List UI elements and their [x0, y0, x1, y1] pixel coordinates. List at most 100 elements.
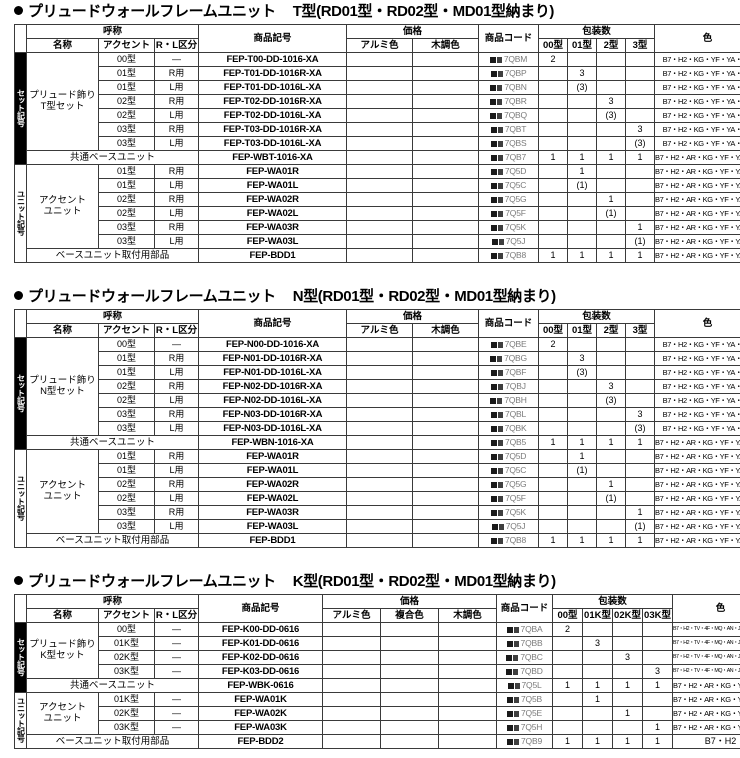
- price-cell-1: [346, 379, 413, 394]
- product-code-text: 7QBK: [504, 423, 527, 434]
- bullet-icon: [14, 6, 23, 15]
- accent-cell: 01型: [98, 164, 155, 179]
- side-label-set-text: セット記号: [16, 373, 26, 412]
- parts-symbol: FEP-BDD2: [198, 734, 323, 749]
- pack-qty-4: 1: [625, 533, 656, 548]
- accent-cell: 03型: [98, 136, 155, 151]
- pack-qty-1: [538, 477, 569, 492]
- code-square-1: [506, 655, 513, 662]
- rl-cell: R用: [154, 351, 199, 366]
- price-cell-1: [346, 178, 413, 193]
- pack-qty-1: [552, 706, 583, 721]
- pack-qty-3: 1: [596, 435, 627, 450]
- product-code-cell: 7Q5G: [478, 192, 540, 207]
- code-square-1: [490, 85, 497, 92]
- pack-qty-2: [567, 108, 598, 123]
- symbol-cell: FEP-WA02L: [198, 491, 347, 506]
- code-square-2: [497, 468, 503, 475]
- pack-qty-1: [538, 365, 569, 380]
- rl-cell: R用: [154, 66, 199, 81]
- symbol-cell: FEP-WA03L: [198, 519, 347, 534]
- pack-qty-4: (1): [625, 519, 656, 534]
- code-square-1: [490, 169, 497, 176]
- color-cell: B7・H2・KG・YF・YA・W6: [654, 365, 740, 380]
- code-square-2: [513, 655, 519, 662]
- block-title-sub: N型(RD01型・RD02型・MD01型納まり): [292, 288, 556, 305]
- price-cell-1: [322, 734, 381, 749]
- pack-qty-2: (1): [567, 178, 598, 193]
- pack-qty-4: (3): [625, 136, 656, 151]
- price-cell-3: [438, 734, 497, 749]
- product-code-text: 7QBR: [504, 96, 527, 107]
- set-name-cell: アクセント ユニット: [26, 164, 99, 249]
- rl-cell: L用: [154, 421, 199, 436]
- product-code-text: 7Q5H: [520, 722, 543, 733]
- header-pack-q2: 01K型: [582, 608, 613, 623]
- pack-qty-1: 1: [538, 248, 569, 263]
- code-square-1: [507, 711, 514, 718]
- code-square-1: [491, 524, 498, 531]
- code-square-2: [498, 440, 504, 447]
- header-pack-q1: 00型: [552, 608, 583, 623]
- pack-qty-2: 3: [567, 66, 598, 81]
- product-code-cell: 7QB7: [478, 150, 540, 165]
- price-cell-3: [438, 706, 497, 721]
- symbol-cell: FEP-N01-DD-1016R-XA: [198, 351, 347, 366]
- code-square-1: [490, 99, 497, 106]
- header-wood-color: 木調色: [411, 323, 480, 338]
- code-square-2: [498, 225, 504, 232]
- price-cell-1: [346, 505, 413, 520]
- table-row: 02K型―FEP-WA02K 7Q5E 1 B7・H2・AR・KG・YF・YA・W6: [15, 706, 740, 721]
- color-cell: B7・H2・KG・YF・YA・W6: [654, 80, 740, 95]
- pack-qty-1: [538, 206, 569, 221]
- pack-qty-4: [625, 449, 656, 464]
- product-code-text: 7QBE: [504, 339, 527, 350]
- price-cell-1: [322, 692, 381, 707]
- table-row: 01型 L用 FEP-T01-DD-1016L-XA 7QBN (3) B7・H2・KG・…: [15, 80, 740, 95]
- code-square-2: [497, 127, 503, 134]
- price-cell-2: [411, 477, 480, 492]
- pack-qty-1: [538, 421, 569, 436]
- header-price: 価格: [345, 309, 480, 324]
- code-square-2: [497, 141, 503, 148]
- pack-qty-3: [596, 463, 627, 478]
- symbol-cell: FEP-N03-DD-1016R-XA: [198, 407, 347, 422]
- product-code-cell: 7QBS: [478, 136, 540, 151]
- color-cell: B7・H2・AR・KG・YF・YA・W6: [654, 192, 740, 207]
- rl-cell: R用: [154, 505, 199, 520]
- code-square-1: [491, 225, 498, 232]
- accent-cell: 03K型: [98, 664, 155, 679]
- set-name-line: ユニット: [43, 490, 82, 502]
- product-code-cell: 7QBK: [478, 421, 540, 436]
- pack-qty-4: 1: [625, 435, 656, 450]
- rl-cell: ―: [154, 664, 199, 679]
- price-cell-2: [411, 393, 480, 408]
- code-square-2: [498, 211, 504, 218]
- rl-cell: ―: [154, 337, 199, 352]
- color-cell: B7・H2・AR・KG・YF・YA・W6: [654, 533, 740, 548]
- spec-table: 呼称 商品記号 価格 商品コード 包装数色名称 アクセント R・L区分 アルミ色 木調色 00型 0…: [14, 309, 740, 548]
- header-pack-count: 包装数: [538, 24, 656, 39]
- symbol-cell: FEP-K02-DD-0616: [198, 650, 323, 665]
- header-rl: R・L区分: [154, 608, 199, 623]
- pack-qty-4: 1: [641, 734, 674, 749]
- code-square-1: [507, 697, 514, 704]
- pack-qty-2: 3: [582, 636, 613, 651]
- pack-qty-2: [582, 720, 613, 735]
- pack-qty-4: [625, 351, 656, 366]
- price-cell-2: [380, 734, 439, 749]
- header-pack-q2: 01型: [567, 38, 598, 53]
- pack-qty-1: [552, 692, 583, 707]
- table-row: 03型 R用 FEP-N03-DD-1016R-XA 7QBL 3 B7・H2・KG・YF…: [15, 407, 740, 422]
- set-name-cell: プリュード飾り T型セット: [26, 52, 99, 151]
- code-square-1: [489, 57, 496, 64]
- rl-cell: R用: [154, 220, 199, 235]
- code-square-1: [490, 342, 497, 349]
- color-cell: B7・H2・AR・KG・YF・YA・W6: [654, 178, 740, 193]
- accent-cell: 01型: [98, 66, 155, 81]
- pack-qty-3: [596, 337, 627, 352]
- pack-qty-3: (1): [596, 491, 627, 506]
- color-cell: B7・H2・AR・KG・YF・YA・W6: [654, 206, 740, 221]
- symbol-cell: FEP-N00-DD-1016-XA: [198, 337, 347, 352]
